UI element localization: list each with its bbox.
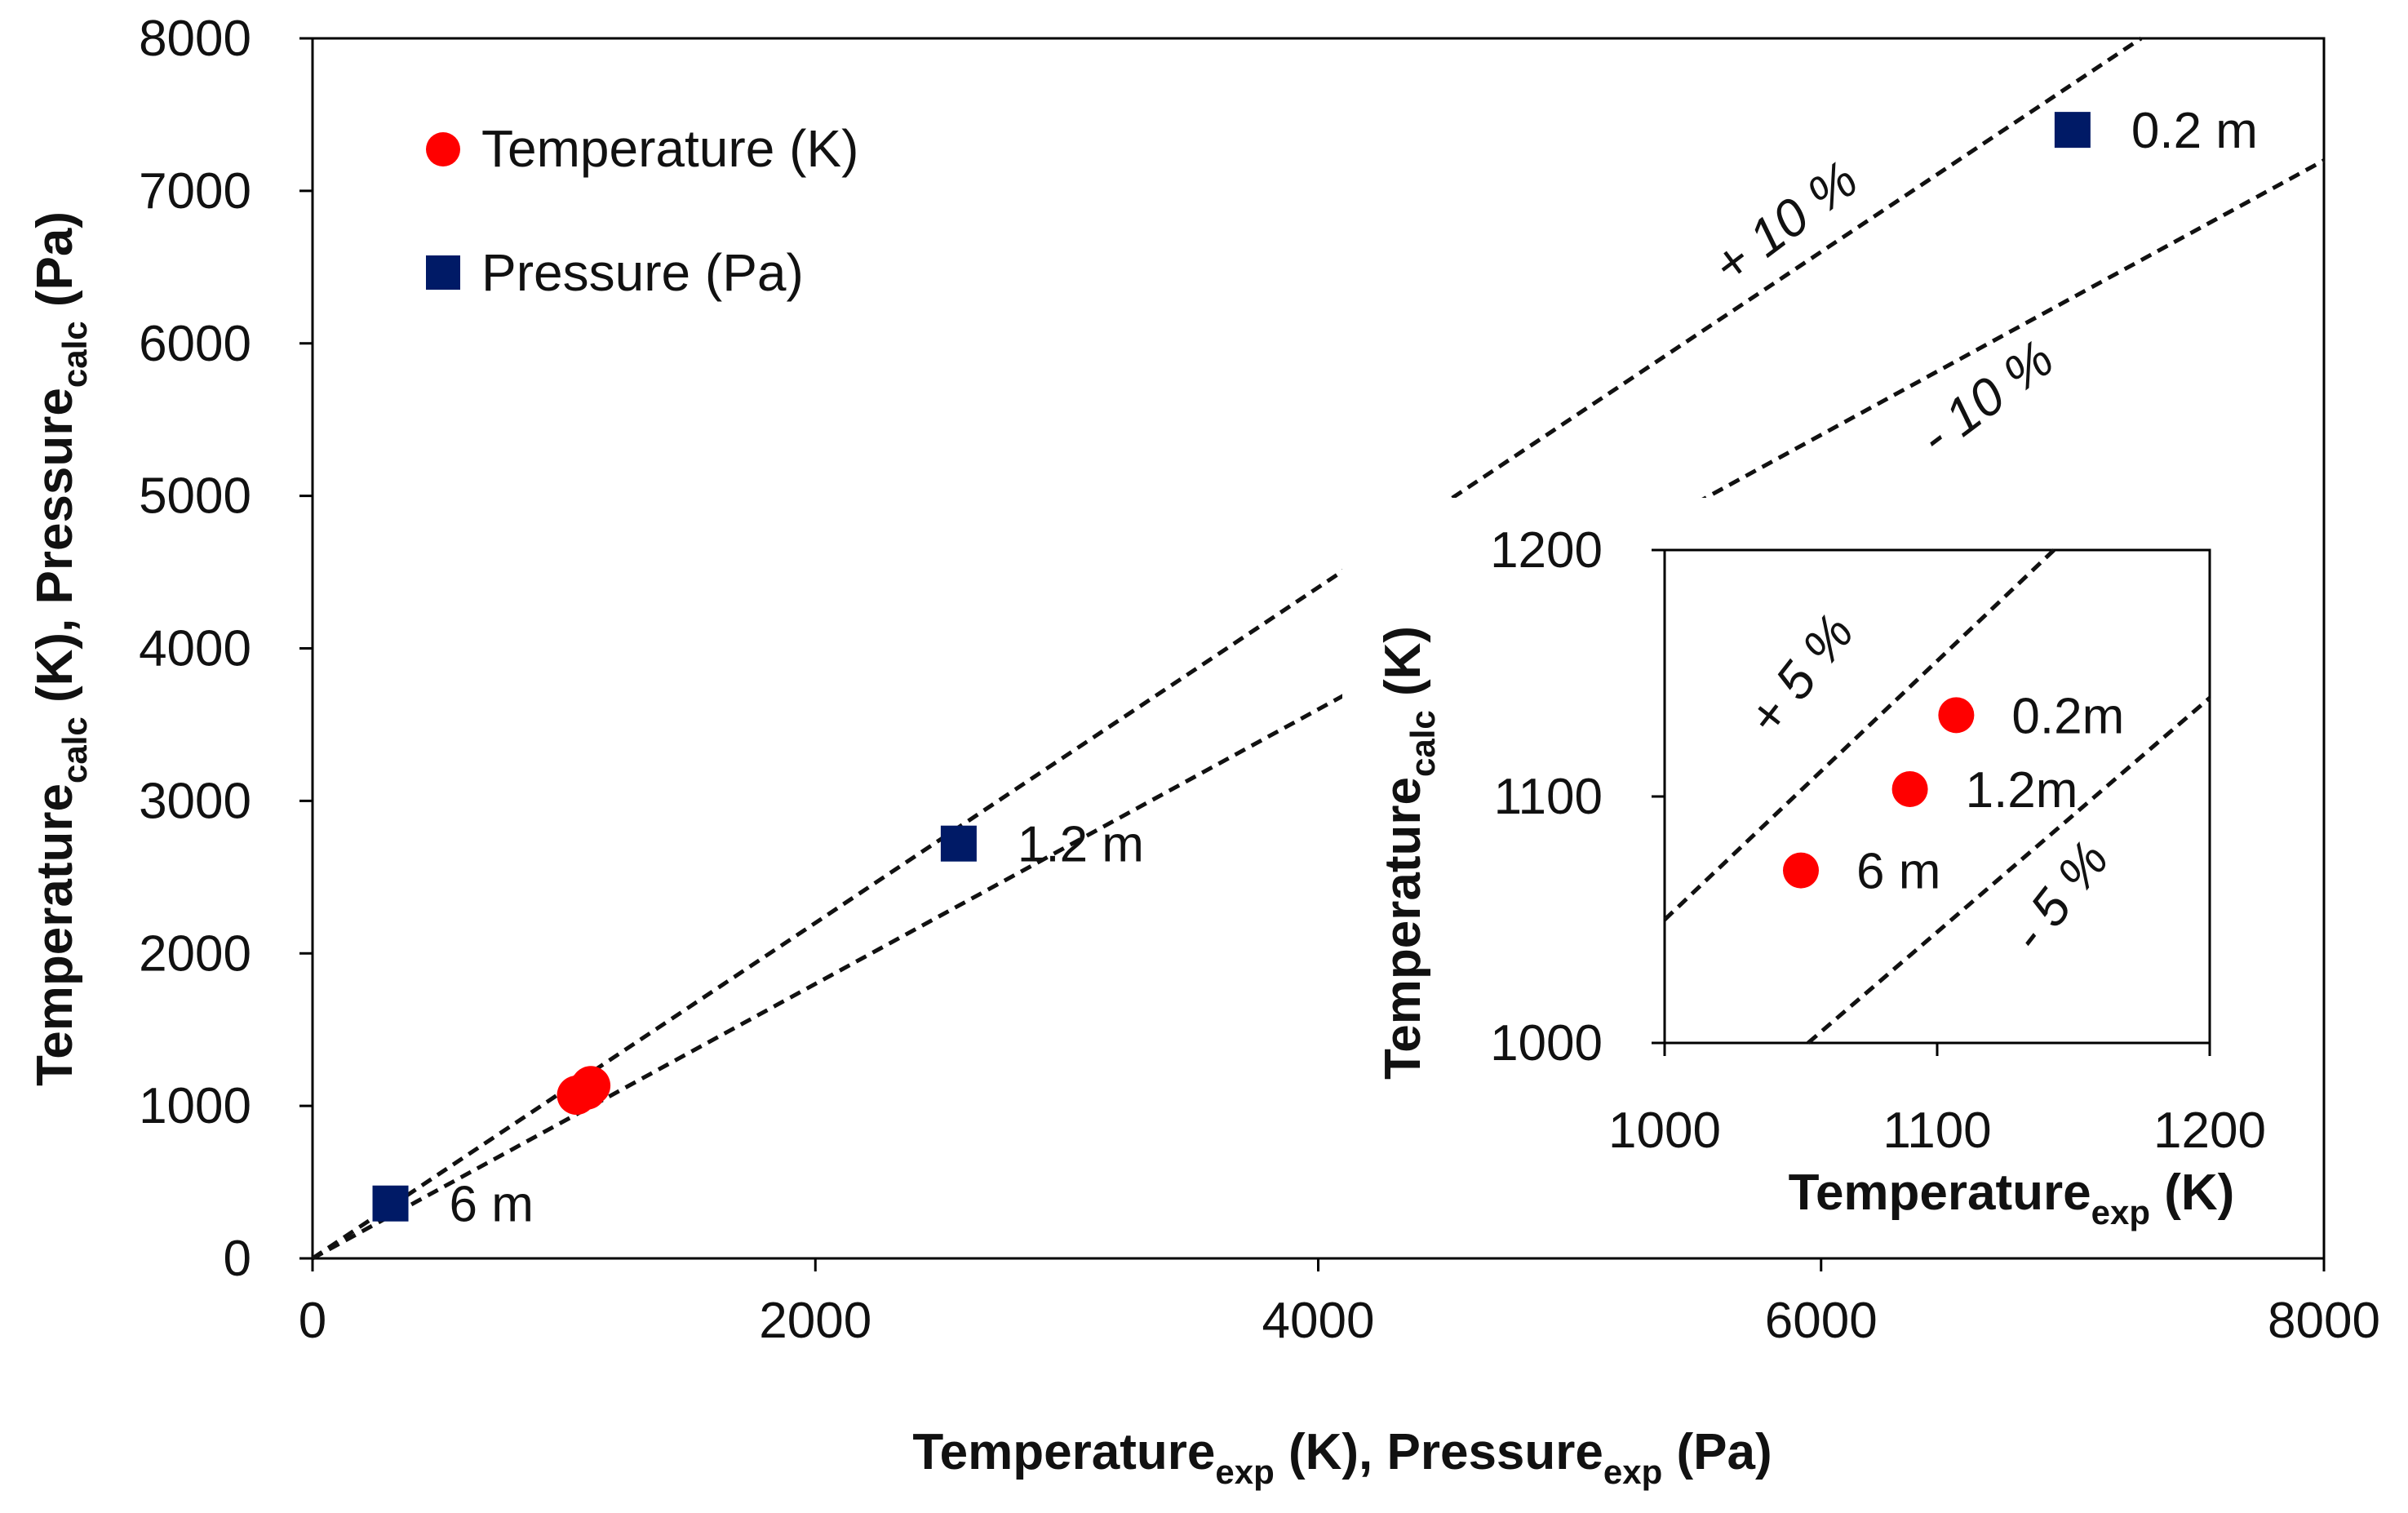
inset-y-tick-label: 1000 (1490, 1015, 1603, 1072)
main-y-tick-label: 8000 (139, 11, 251, 67)
inset-temperature-point (1783, 852, 1819, 889)
main-x-tick-label: 0 (299, 1293, 326, 1349)
pressure-point-label: 0.2 m (2131, 103, 2258, 159)
main-x-tick-label: 4000 (1262, 1293, 1375, 1349)
inset-x-tick-label: 1100 (1882, 1103, 1991, 1159)
pressure-point-label: 1.2 m (1018, 817, 1144, 873)
inset-x-tick-label: 1000 (1608, 1103, 1721, 1159)
inset-points: 0.2m 1.2m 6 m (1783, 688, 2124, 900)
temperature-point (571, 1066, 611, 1106)
legend-label-temperature: Temperature (K) (481, 119, 858, 178)
main-y-tick-label: 3000 (139, 773, 251, 829)
pressure-point (2054, 112, 2091, 149)
inset-axis-ticks: 1000 1100 1200 1000 1100 1200 (1490, 522, 2266, 1159)
main-y-tick-label: 2000 (139, 925, 251, 982)
main-y-tick-label: 0 (224, 1231, 251, 1287)
legend-label-pressure: Pressure (Pa) (481, 243, 804, 302)
inset-point-label: 0.2m (2011, 688, 2124, 744)
inset-band-line (1807, 696, 2211, 1045)
main-y-tick-label: 4000 (139, 621, 251, 677)
main-y-tick-label: 6000 (139, 316, 251, 372)
main-axis-ticks: 0 2000 4000 6000 8000 0 1000 2000 3000 4000 5000 60… (139, 11, 2380, 1349)
inset-temperature-point (1891, 770, 1928, 807)
main-band-line (311, 36, 2143, 1261)
main-y-tick-label: 7000 (139, 163, 251, 220)
inset-x-tick-label: 1200 (2153, 1103, 2266, 1159)
inset-y-tick-label: 1100 (1494, 769, 1603, 825)
legend-marker-temperature (426, 132, 460, 166)
pressure-point (372, 1185, 409, 1222)
inset-x-axis-title: Temperatureexp (K) (1789, 1165, 2235, 1231)
main-x-tick-label: 2000 (759, 1293, 871, 1349)
main-band-line (311, 158, 2326, 1261)
main-y-axis-title: Temperaturecalc (K), Pressurecalc (Pa) (27, 211, 94, 1086)
inset-temperature-point (1938, 697, 1975, 734)
pressure-point (940, 825, 977, 862)
inset-y-tick-label: 1200 (1490, 522, 1603, 579)
main-x-tick-label: 6000 (1765, 1293, 1878, 1349)
main-y-tick-label: 5000 (139, 468, 251, 525)
inset-point-label: 1.2m (1966, 762, 2078, 819)
inset-band-line (1663, 548, 2055, 921)
main-x-tick-label: 8000 (2268, 1293, 2380, 1349)
main-x-axis-title: Temperatureexp (K), Pressureexp (Pa) (912, 1424, 1772, 1491)
inset-point-label: 6 m (1856, 844, 1940, 900)
main-band-label: + 10 % (1702, 149, 1869, 295)
legend: Temperature (K) Pressure (Pa) (426, 119, 858, 302)
main-y-tick-label: 1000 (139, 1078, 251, 1134)
main-points: 6 m 1.2 m 0.2 m (372, 103, 2258, 1233)
inset-y-axis-title: Temperaturecalc (K) (1375, 626, 1442, 1080)
pressure-point-label: 6 m (450, 1177, 534, 1233)
legend-marker-pressure (426, 255, 460, 290)
main-band-label: - 10 % (1909, 329, 2064, 467)
